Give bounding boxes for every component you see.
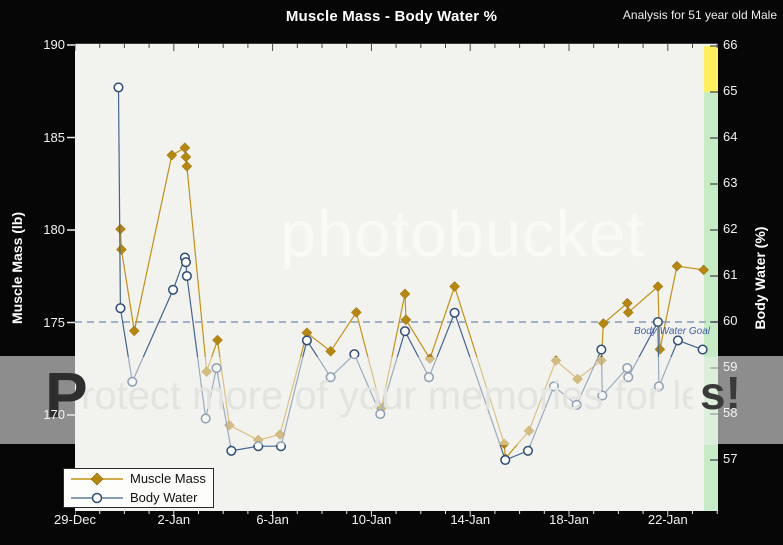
x-axis-tick-label: 6-Jan xyxy=(256,512,289,527)
watermark-wash-band xyxy=(75,357,718,445)
x-axis-tick-label: 2-Jan xyxy=(157,512,191,527)
right-axis-tick-label: 58 xyxy=(723,405,738,420)
muscle-mass-point xyxy=(597,318,609,329)
muscle-mass-point xyxy=(698,264,709,276)
body-water-point xyxy=(181,270,192,282)
body-water-point xyxy=(115,303,126,314)
muscle-mass-point xyxy=(671,260,683,272)
body-water-point xyxy=(399,326,411,337)
muscle-mass-point xyxy=(115,223,126,235)
muscle-mass-point xyxy=(116,244,127,255)
left-axis-tick-label: 180 xyxy=(43,222,65,237)
right-axis-tick-label: 61 xyxy=(723,267,738,282)
left-axis-tick-label: 185 xyxy=(43,129,65,145)
left-axis-tick-label: 175 xyxy=(43,314,65,330)
body-water-point xyxy=(522,445,534,456)
legend-label-body-water: Body Water xyxy=(130,490,198,505)
legend-label-muscle-mass: Muscle Mass xyxy=(130,471,206,486)
body-water-point xyxy=(697,344,708,355)
left-axis-tick-label: 170 xyxy=(43,407,65,422)
right-axis-tick-label: 64 xyxy=(723,129,738,144)
right-axis-tick-label: 57 xyxy=(723,451,738,466)
left-axis-title: Muscle Mass (lb) xyxy=(9,211,25,325)
status-band-0 xyxy=(704,46,718,92)
x-axis-tick-label: 14-Jan xyxy=(450,512,491,527)
x-axis-tick-label: 18-Jan xyxy=(549,512,589,527)
body-water-point xyxy=(449,307,460,318)
right-axis-tick-label: 66 xyxy=(723,37,738,52)
muscle-mass-point xyxy=(399,288,411,300)
body-water-point xyxy=(226,445,237,456)
body-water-point xyxy=(301,335,312,346)
bottom-axis-ticks xyxy=(75,510,718,517)
body-water-point xyxy=(652,316,663,328)
watermark-banner-text: rotect more of your memories for les xyxy=(81,374,693,418)
body-water-point xyxy=(113,82,124,93)
x-axis-tick-label: 29-Dec xyxy=(54,512,96,527)
muscle-mass-point xyxy=(350,307,362,318)
watermark-band-left xyxy=(0,356,75,444)
body-water-point xyxy=(500,454,511,466)
body-water-point xyxy=(168,284,179,295)
left-axis-ticks xyxy=(67,44,75,416)
body-water-legend-marker xyxy=(71,492,123,503)
plot-area: photobucket rotect more of your memories… xyxy=(75,43,718,511)
muscle-mass-point xyxy=(449,281,460,292)
photobucket-watermark: photobucket xyxy=(280,197,646,270)
watermark-banner-first-letter: P xyxy=(45,359,88,431)
legend-item-body-water: Body Water xyxy=(64,488,213,507)
right-axis-tick-label: 65 xyxy=(723,83,738,98)
x-axis-tick-label: 10-Jan xyxy=(351,512,392,527)
muscle-mass-point xyxy=(212,334,223,346)
muscle-mass-point xyxy=(400,314,412,326)
chart-legend: Muscle Mass Body Water xyxy=(63,468,214,508)
legend-item-muscle-mass: Muscle Mass xyxy=(64,469,213,488)
right-axis-tick-label: 60 xyxy=(723,313,738,328)
muscle-mass-legend-marker xyxy=(71,472,123,485)
muscle-mass-point xyxy=(128,325,140,337)
x-axis-tick-label: 22-Jan xyxy=(647,512,688,527)
muscle-mass-point xyxy=(180,151,192,163)
right-axis-tick-label: 63 xyxy=(723,175,738,190)
left-axis-tick-label: 190 xyxy=(43,37,65,52)
watermark-banner-end: s! xyxy=(700,367,741,419)
body-water-goal-label: Body Water Goal xyxy=(634,326,710,337)
watermark-band-right xyxy=(718,356,783,444)
status-band-1 xyxy=(704,92,718,511)
chart-title: Muscle Mass - Body Water % xyxy=(285,8,498,25)
right-axis-tick-label: 62 xyxy=(723,221,738,236)
body-water-point xyxy=(180,257,191,268)
muscle-mass-point xyxy=(654,344,666,355)
muscle-mass-point xyxy=(652,281,664,292)
muscle-mass-point xyxy=(325,345,336,357)
muscle-mass-point xyxy=(622,307,634,318)
body-water-point xyxy=(672,335,683,346)
chart-annotation: Analysis for 51 year old Male xyxy=(622,8,777,22)
muscle-mass-point xyxy=(166,149,178,161)
muscle-mass-point xyxy=(181,160,193,172)
right-axis-tick-label: 59 xyxy=(723,359,738,374)
muscle-mass-point xyxy=(179,142,191,154)
body-water-point xyxy=(596,344,607,355)
